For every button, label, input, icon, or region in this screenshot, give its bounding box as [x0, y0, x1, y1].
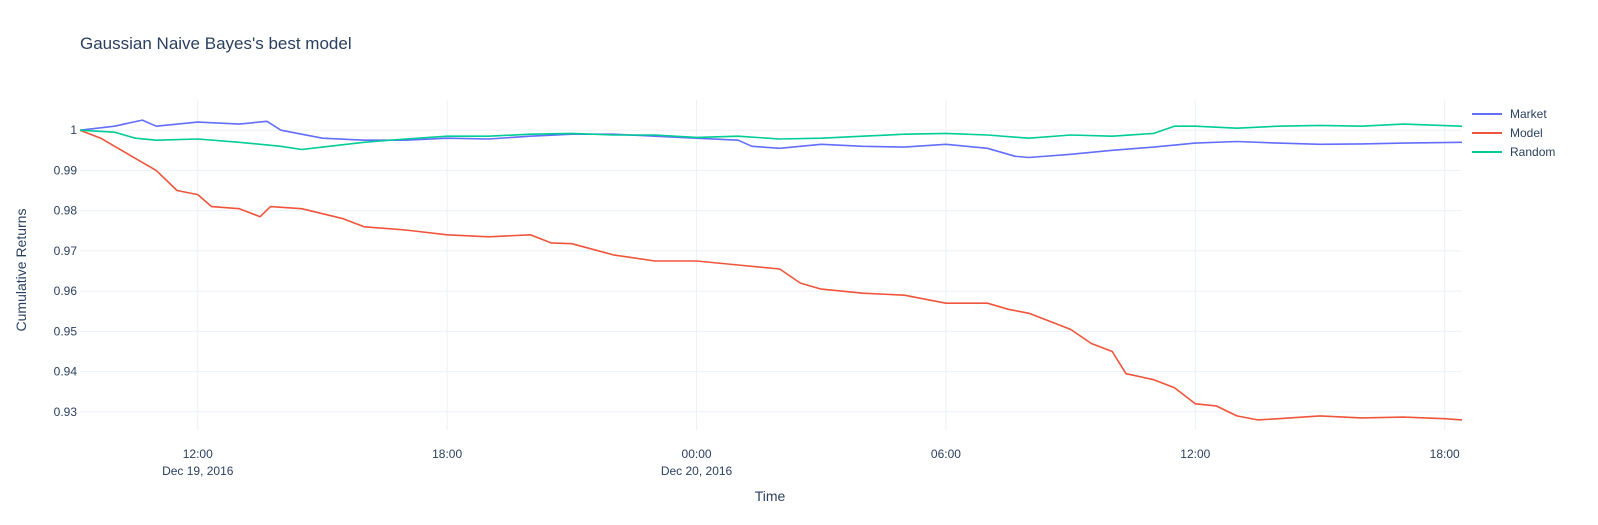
y-tick-label: 1 [70, 123, 77, 137]
y-tick-label: 0.98 [54, 204, 78, 218]
legend-label: Model [1510, 126, 1543, 140]
y-tick-label: 0.95 [54, 324, 78, 338]
x-tick-label: 18:00 [1430, 447, 1460, 461]
x-axis-title: Time [755, 488, 786, 504]
legend-item-market[interactable]: Market [1472, 107, 1547, 121]
x-tick-label: 00:00 [682, 447, 712, 461]
y-axis-ticks: 0.93 0.94 0.95 0.96 0.97 0.98 0.99 1 [54, 123, 78, 419]
series-lines [79, 119, 1463, 421]
x-axis-ticks: 12:00 Dec 19, 2016 18:00 00:00 Dec 20, 2016 0… [162, 447, 1460, 478]
legend: Market Model Random [1472, 107, 1555, 159]
legend-label: Random [1510, 145, 1555, 159]
y-tick-label: 0.99 [54, 163, 78, 177]
x-tick-label: 12:00 [1180, 447, 1210, 461]
x-tick-label: 18:00 [432, 447, 462, 461]
y-tick-label: 0.94 [54, 365, 78, 379]
series-line-random [79, 123, 1463, 151]
legend-item-model[interactable]: Model [1472, 126, 1543, 140]
x-tick-label: 06:00 [931, 447, 961, 461]
legend-item-random[interactable]: Random [1472, 145, 1555, 159]
y-tick-label: 0.93 [54, 405, 78, 419]
chart-title: Gaussian Naive Bayes's best model [80, 34, 352, 53]
x-tick-date-label: Dec 19, 2016 [162, 464, 234, 478]
y-axis-title: Cumulative Returns [13, 209, 29, 332]
series-line-market [79, 119, 1463, 159]
y-tick-label: 0.96 [54, 284, 78, 298]
legend-label: Market [1510, 107, 1547, 121]
y-tick-label: 0.97 [54, 244, 78, 258]
x-gridlines [197, 100, 1446, 430]
series-line-model [79, 129, 1463, 421]
x-tick-label: 12:00 [183, 447, 213, 461]
y-gridlines [80, 129, 1462, 413]
x-tick-date-label: Dec 20, 2016 [661, 464, 733, 478]
